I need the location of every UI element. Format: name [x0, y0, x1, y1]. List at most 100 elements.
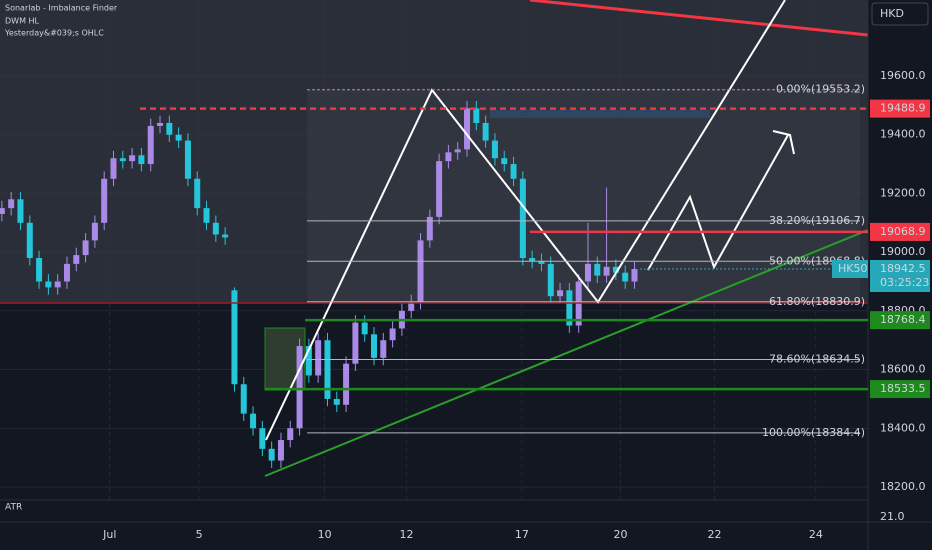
- candle-body: [603, 266, 610, 276]
- price-label: 18768.4: [880, 313, 926, 326]
- y-tick-label: 18600.0: [880, 363, 926, 376]
- candle-body: [584, 263, 591, 282]
- candle-body: [454, 149, 461, 153]
- y-tick-label: 19600.0: [880, 69, 926, 82]
- candle-body: [157, 122, 164, 126]
- candle-body: [426, 216, 433, 241]
- price-label: 18533.5: [880, 382, 926, 395]
- atr-tick: 21.0: [880, 510, 905, 523]
- candle-body: [240, 384, 247, 414]
- candle-body: [203, 208, 210, 223]
- candle-body: [417, 240, 424, 303]
- candle-body: [54, 281, 61, 288]
- candle-body: [594, 263, 601, 276]
- candle-body: [445, 152, 452, 162]
- candle-body: [491, 140, 498, 159]
- indicator: Sonarlab - Imbalance Finder: [5, 4, 118, 13]
- candle-body: [129, 155, 136, 162]
- price-label-bg: [870, 260, 930, 293]
- candle-body: [519, 178, 526, 259]
- candle-body: [612, 266, 619, 273]
- candle-body: [622, 272, 629, 282]
- candle-body: [343, 363, 350, 405]
- drawing: [772, 130, 795, 155]
- candle-body: [538, 260, 545, 264]
- candle-body: [287, 428, 294, 441]
- candle-body: [352, 322, 359, 364]
- candle-body: [501, 158, 508, 165]
- candle-body: [73, 255, 80, 264]
- symbol-bg: [832, 260, 868, 279]
- candle-body: [194, 178, 201, 209]
- countdown: 03:25:23: [880, 276, 929, 289]
- candle-body: [547, 263, 554, 297]
- currency: HKD: [880, 7, 904, 20]
- fib-label: 0.00%(19553.2): [776, 83, 865, 96]
- candle-body: [82, 240, 89, 256]
- y-tick-label: 18400.0: [880, 421, 926, 434]
- trend-line: [529, 0, 869, 37]
- indicator: DWM HL: [5, 17, 40, 26]
- price-label-bg: [870, 222, 930, 241]
- price-label: 18942.5: [880, 262, 926, 275]
- candle-body: [222, 234, 229, 238]
- candle-body: [45, 281, 52, 288]
- candle-body: [17, 199, 24, 223]
- indicator: Yesterday&#039;s OHLC: [4, 29, 104, 38]
- price-label-bg: [870, 99, 930, 118]
- candle-body: [529, 258, 536, 261]
- price-label: 19068.9: [880, 225, 926, 238]
- candle-body: [212, 222, 219, 235]
- candle-body: [631, 269, 638, 282]
- candle-body: [101, 178, 108, 223]
- price-label-bg: [870, 380, 930, 399]
- candle-body: [305, 346, 312, 376]
- candle-body: [389, 328, 396, 341]
- fib-label: 38.20%(19106.7): [769, 214, 865, 227]
- fib-label: 61.80%(18830.9): [769, 295, 865, 308]
- x-tick-label: 5: [196, 528, 203, 541]
- y-tick-label: 18200.0: [880, 480, 926, 493]
- x-tick-label: 20: [614, 528, 628, 541]
- x-tick-label: 24: [809, 528, 823, 541]
- candle-body: [138, 155, 145, 165]
- x-tick-label: 17: [515, 528, 529, 541]
- fib-label: 78.60%(18634.5): [769, 352, 865, 365]
- candle-body: [370, 334, 377, 358]
- fib-zone: [307, 90, 860, 303]
- candle-body: [110, 158, 117, 179]
- candle-body: [315, 340, 322, 376]
- candle-body: [26, 222, 33, 259]
- candle-body: [175, 134, 182, 141]
- candle-body: [408, 302, 415, 311]
- candle-body: [333, 398, 340, 405]
- price-label: 19488.9: [880, 102, 926, 115]
- candle-body: [8, 199, 15, 209]
- atr-label: ATR: [5, 503, 22, 513]
- candle-body: [510, 164, 517, 179]
- fib-label: 100.00%(18384.4): [762, 426, 865, 439]
- symbol: HK50: [838, 262, 867, 275]
- candle-body: [464, 108, 471, 150]
- candle-body: [296, 346, 303, 429]
- currency-box[interactable]: [871, 2, 929, 26]
- candle-body: [147, 125, 154, 165]
- candle-body: [0, 208, 5, 214]
- candle-body: [566, 290, 573, 326]
- x-tick-label: Jul: [102, 528, 116, 541]
- y-tick-label: 19000.0: [880, 245, 926, 258]
- candle-body: [250, 413, 257, 429]
- candle-body: [473, 108, 480, 123]
- candle-body: [231, 290, 238, 385]
- candle-body: [361, 322, 368, 335]
- candle-body: [268, 448, 275, 461]
- y-tick-label: 19400.0: [880, 128, 926, 141]
- imbalance-box: [490, 110, 710, 118]
- candle-body: [259, 428, 266, 449]
- candle-body: [63, 263, 70, 282]
- trend-line: [264, 229, 869, 477]
- x-tick-label: 12: [400, 528, 414, 541]
- candle-body: [277, 440, 284, 461]
- candle-body: [324, 340, 331, 399]
